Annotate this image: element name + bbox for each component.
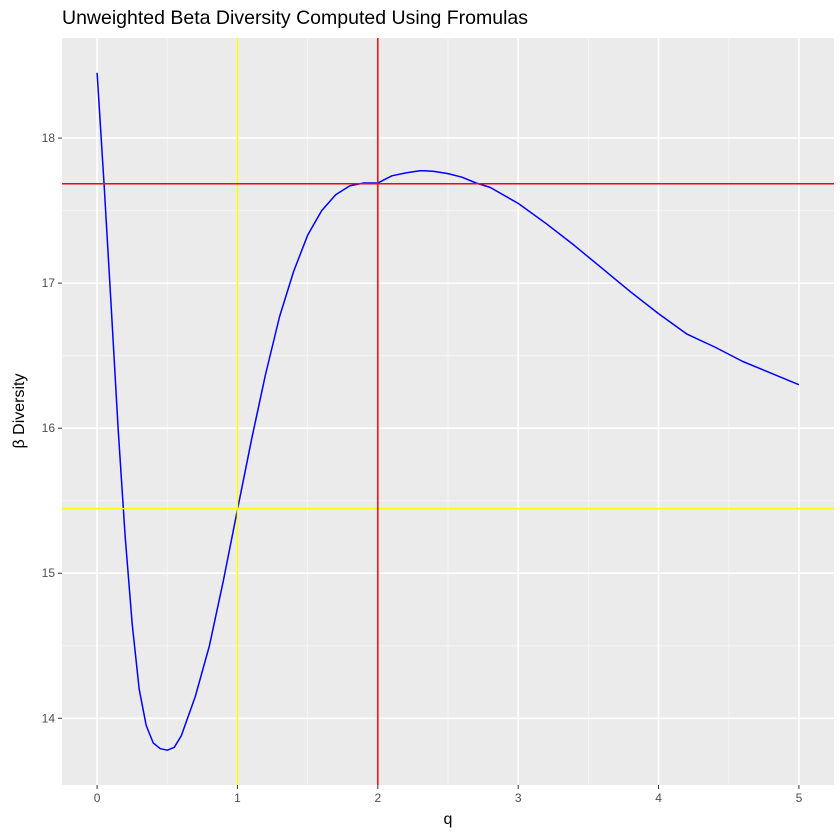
series-layer	[96, 72, 800, 751]
x-tick-label: 0	[94, 791, 101, 805]
x-axis-title: q	[444, 811, 453, 828]
y-tick-label: 17	[42, 276, 56, 290]
minor-grid	[62, 38, 834, 785]
x-tick-label: 1	[234, 791, 241, 805]
x-tick-label: 3	[515, 791, 522, 805]
y-tick-label: 14	[42, 711, 56, 725]
reference-lines	[62, 38, 834, 785]
y-tick-label: 16	[42, 421, 56, 435]
x-axis: 0 1 2 3 4 5	[94, 785, 803, 805]
y-tick-label: 15	[42, 566, 56, 580]
x-tick-label: 2	[374, 791, 381, 805]
y-axis-title: β Diversity	[11, 374, 28, 449]
x-tick-label: 5	[796, 791, 803, 805]
y-tick-label: 18	[42, 131, 56, 145]
y-axis: 14 15 16 17 18	[42, 131, 62, 725]
series-line-0	[96, 72, 800, 751]
x-tick-label: 4	[655, 791, 662, 805]
chart-title: Unweighted Beta Diversity Computed Using…	[62, 7, 528, 29]
